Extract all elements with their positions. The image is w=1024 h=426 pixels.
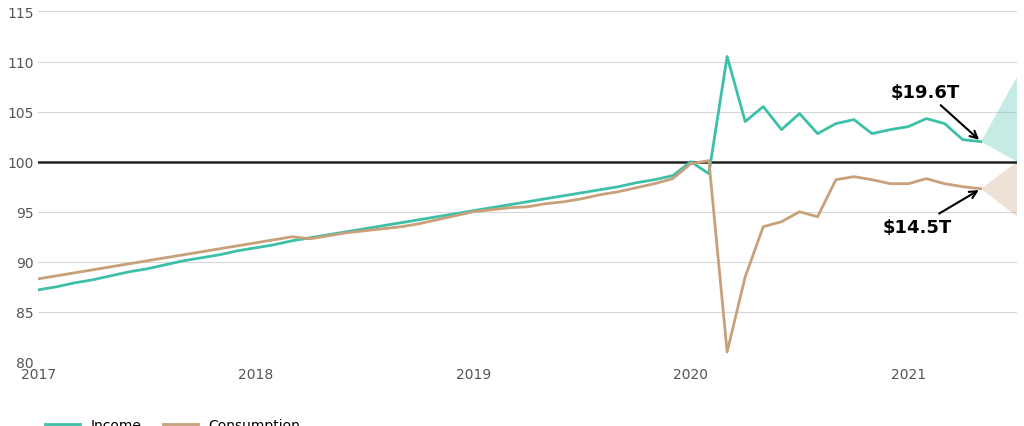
Consumption [794,210,806,215]
Line: Consumption: Consumption [38,161,981,352]
Consumption [32,276,44,282]
Consumption [648,182,660,187]
Text: $14.5T: $14.5T [883,192,977,236]
Polygon shape [981,162,1017,217]
Consumption [286,235,298,240]
Income [575,191,588,196]
Polygon shape [981,78,1017,162]
Consumption [575,197,588,202]
Income [32,288,44,293]
Consumption [702,159,715,164]
Consumption [721,350,733,355]
Income [884,128,896,133]
Income [721,55,733,60]
Income [594,188,606,193]
Consumption [594,193,606,198]
Income [631,181,643,186]
Line: Income: Income [38,58,981,290]
Text: $19.6T: $19.6T [891,83,977,139]
Consumption [631,186,643,191]
Legend: Income, Consumption: Income, Consumption [45,418,300,426]
Income [775,128,787,133]
Income [975,140,987,145]
Income [286,239,298,244]
Consumption [975,187,987,192]
